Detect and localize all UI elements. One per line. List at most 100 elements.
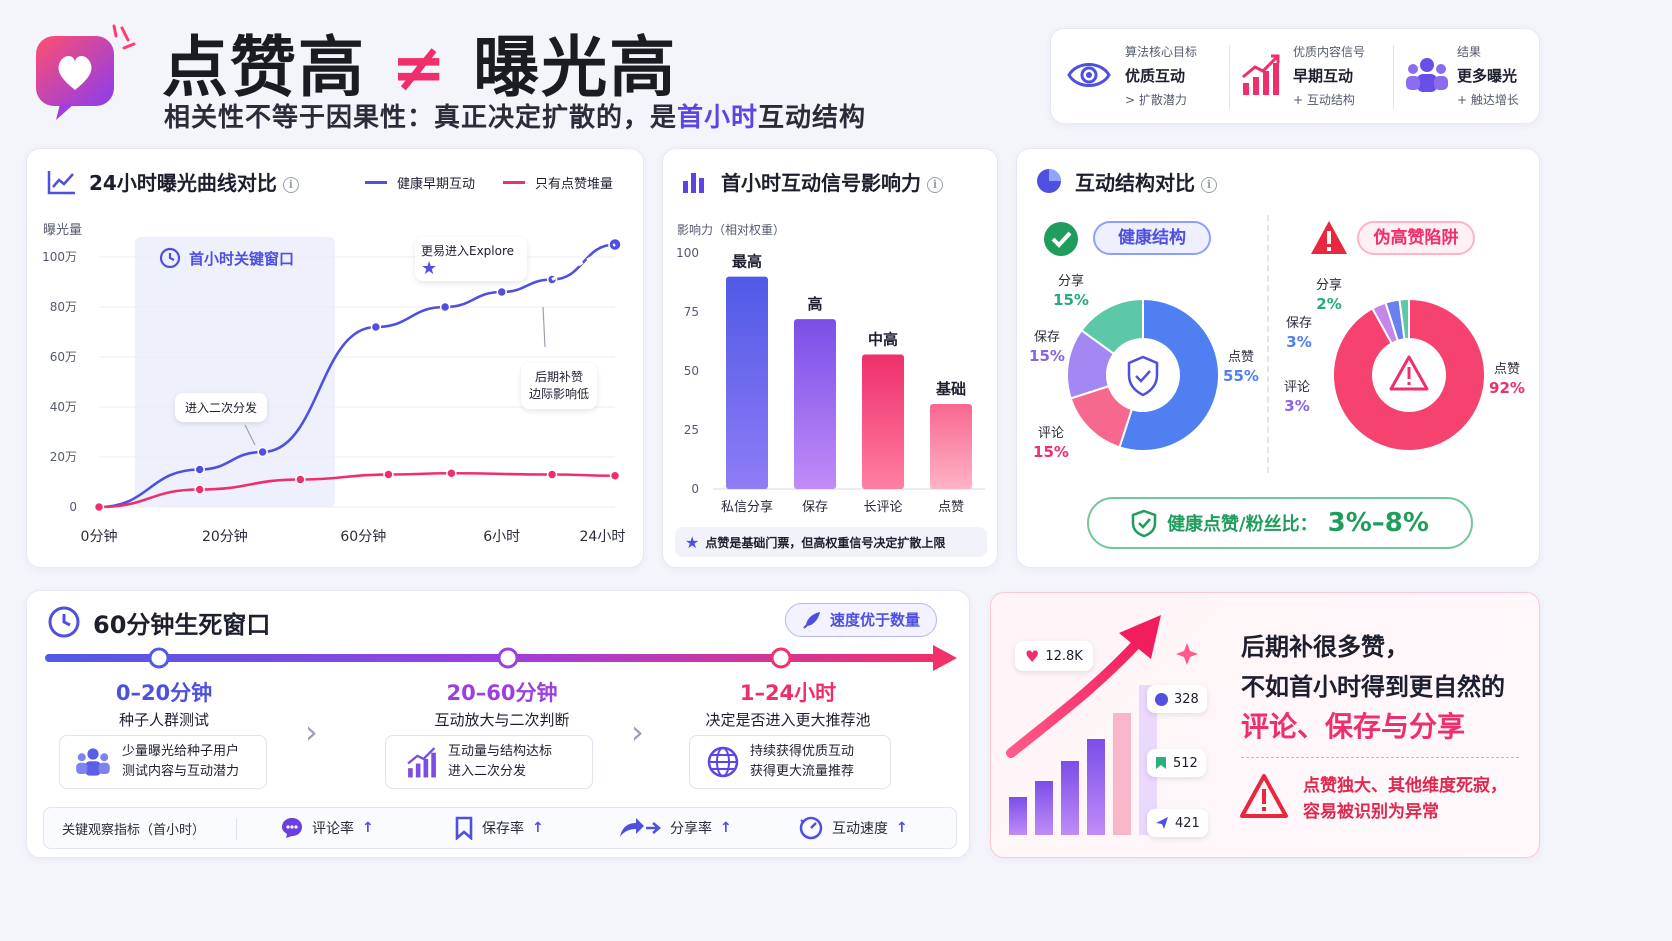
growth-illustration <box>1006 615 1198 835</box>
donut-slice <box>1398 297 1410 341</box>
page-subtitle: 相关性不等于因果性：真正决定扩散的，是首小时互动结构 <box>164 103 867 133</box>
key-window-shade <box>135 237 335 507</box>
slice-value-label: 3% <box>1284 397 1309 415</box>
y-tick-label: 50 <box>684 364 699 378</box>
legend-label-healthy: 健康早期互动 <box>397 177 476 192</box>
exposure-curve-card: 24小时曝光曲线对比 i 健康早期互动 只有点赞堆量 曝光量 0 20万 40万 60万… <box>26 148 644 568</box>
info-icon[interactable]: i <box>927 176 943 193</box>
warning-triangle-icon <box>1309 219 1349 261</box>
y-tick-label: 40万 <box>50 400 77 414</box>
y-tick-label: 25 <box>684 423 699 437</box>
series-point-1 <box>194 484 205 495</box>
bookmark-icon <box>455 816 473 840</box>
donut-slice <box>1332 297 1486 452</box>
x-tick-label: 保存 <box>802 500 828 515</box>
slice-label: 保存 <box>1034 330 1060 345</box>
structure-compare-card: 互动结构对比 i 健康结构 伪高赞陷阱 点赞 55% 评论 15% 保存 15% 分享 15% 点… <box>1016 148 1540 568</box>
series-point-1 <box>446 468 457 479</box>
series-point-0 <box>439 301 451 313</box>
window-card-title: 60分钟生死窗口 <box>93 611 271 639</box>
key-window-label: 首小时关键窗口 <box>159 247 294 269</box>
series-point-1 <box>295 474 306 485</box>
timeline-bar <box>45 645 957 671</box>
bar <box>726 276 768 489</box>
trap-structure-badge: 伪高赞陷阱 <box>1357 221 1475 255</box>
shield-icon <box>1127 355 1159 397</box>
series-point-1 <box>609 470 621 481</box>
donut-slice <box>1118 297 1220 452</box>
x-tick-label: 24小时 <box>580 529 626 545</box>
bar-chart-icon <box>681 169 707 199</box>
warning-text: 点赞独大、其他维度死寂， 容易被识别为异常 <box>1303 776 1507 822</box>
slice-label: 评论 <box>1038 426 1064 441</box>
bar <box>794 319 836 489</box>
structure-card-title: 互动结构对比 i <box>1075 167 1217 196</box>
second-distribution-annotation: 进入二次分发 <box>175 393 268 422</box>
healthy-structure-badge: 健康结构 <box>1093 221 1211 255</box>
stage-2-box: 互动量与结构达标 进入二次分发 <box>385 735 593 789</box>
clock-icon <box>47 605 81 643</box>
goal-item-2: 优质内容信号 早期互动 + 互动结构 <box>1293 45 1366 107</box>
bookmark-icon <box>1156 757 1166 769</box>
series-point-0 <box>370 321 382 333</box>
slice-label: 保存 <box>1286 316 1312 331</box>
x-tick-label: 点赞 <box>938 500 964 515</box>
y-tick-label: 80万 <box>50 300 77 314</box>
goal-item-3: 结果 更多曝光 + 触达增长 <box>1457 45 1519 107</box>
slice-value-label: 15% <box>1033 443 1069 461</box>
shield-check-icon <box>1131 509 1157 537</box>
globe-icon <box>707 746 739 778</box>
y-tick-label: 100 <box>676 246 699 260</box>
star-icon: ★ <box>421 258 438 279</box>
divider <box>236 818 237 840</box>
check-icon <box>1135 370 1151 383</box>
warning-mark <box>1407 367 1411 379</box>
y-tick-label: 20万 <box>50 450 77 464</box>
chevron-right-icon: › <box>631 713 644 751</box>
series-point-1 <box>546 469 558 480</box>
growth-chart-icon <box>1241 53 1281 101</box>
speed-over-quantity-pill: 速度优于数量 <box>785 603 937 637</box>
curve-card-title: 24小时曝光曲线对比 i <box>89 167 299 196</box>
slice-label: 点赞 <box>1228 350 1254 365</box>
send-icon <box>1156 817 1168 829</box>
bar <box>930 404 972 489</box>
trend-icon <box>47 169 77 199</box>
heart-icon: ♥ <box>1025 646 1040 666</box>
comment-count-badge: 328 <box>1147 685 1207 713</box>
info-icon[interactable]: i <box>282 176 299 193</box>
slice-label: 点赞 <box>1494 362 1520 377</box>
pie-chart-icon <box>1035 167 1063 199</box>
metric-interaction-speed: 互动速度 ↑ <box>798 808 908 848</box>
info-icon[interactable]: i <box>1201 176 1217 193</box>
y-tick-label: 100万 <box>42 250 77 264</box>
rocket-icon <box>803 612 820 629</box>
title-left: 点赞高 <box>162 29 366 106</box>
check-circle-icon <box>1043 221 1079 261</box>
star-icon: ★ <box>685 532 700 552</box>
users-icon <box>1405 55 1449 99</box>
y-tick-label: 0 <box>691 482 699 496</box>
goal-panel: 算法核心目标 优质互动 > 扩散潜力 优质内容信号 早期互动 + 互动结构 结果… <box>1050 28 1540 124</box>
donut-slice <box>1080 297 1144 356</box>
metric-share-rate: 分享率 ↑ <box>618 808 732 848</box>
late-likes-annotation: 后期补赞 边际影响低 <box>521 363 598 409</box>
slice-value-label: 3% <box>1286 333 1311 351</box>
healthy-ratio-pill: 健康点赞/粉丝比： 3%–8% <box>1087 497 1473 549</box>
stage-1: 0–20分钟 种子人群测试 <box>115 681 213 729</box>
slice-label: 评论 <box>1284 380 1310 395</box>
heart-logo-icon <box>30 22 140 122</box>
clock-icon <box>159 247 181 269</box>
share-icon <box>620 818 662 837</box>
annotation-pointer <box>244 424 256 446</box>
signal-influence-card: 首小时互动信号影响力 i 影响力（相对权重） 0 25 50 75 100 最高 私信分享 高保… <box>662 148 998 568</box>
bar-value-label: 中高 <box>868 330 898 348</box>
title-right: 曝光高 <box>473 29 678 106</box>
save-count-badge: 512 <box>1147 749 1206 777</box>
comment-icon <box>1155 692 1168 706</box>
likes-count-badge: ♥ 12.8K <box>1015 641 1093 671</box>
y-axis-label: 影响力（相对权重） <box>677 223 786 237</box>
slice-label: 分享 <box>1058 273 1084 289</box>
structure-donut-charts: 点赞 55% 评论 15% 保存 15% 分享 15% 点赞 92% 评论 3% 保存 3% 分享 2% <box>1029 273 1525 461</box>
slice-label: 分享 <box>1316 277 1342 293</box>
